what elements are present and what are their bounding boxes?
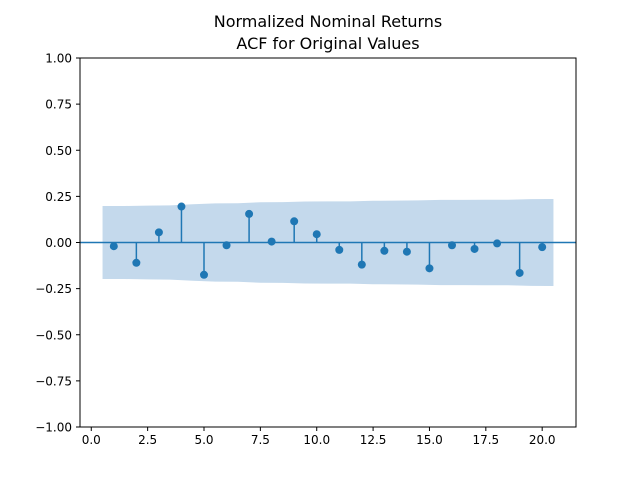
x-tick-label: 2.5 [138,433,157,447]
stem-marker-lag-1 [109,242,118,251]
stem-marker-lag-15 [425,264,434,273]
x-tick-label: 20.0 [529,433,556,447]
y-tick-label: 0.50 [45,144,72,158]
y-tick-label: 0.00 [45,236,72,250]
stem-marker-lag-7 [245,209,254,218]
stem-marker-lag-2 [132,258,141,267]
chart-title-line-1: Normalized Nominal Returns [214,12,443,31]
stem-marker-lag-8 [267,237,276,246]
stem-marker-lag-16 [448,241,456,250]
stem-marker-lag-10 [312,230,321,239]
stem-marker-lag-11 [335,245,344,254]
stem-marker-lag-3 [154,228,163,237]
y-tick-label: −0.25 [35,282,72,296]
y-tick-label: −0.75 [35,374,72,388]
stem-marker-lag-18 [493,239,502,248]
y-tick-label: 0.25 [45,190,72,204]
x-tick-label: 17.5 [472,433,499,447]
stem-marker-lag-4 [177,202,186,211]
stem-marker-lag-14 [402,247,411,256]
x-tick-label: 12.5 [360,433,387,447]
x-tick-label: 15.0 [416,433,443,447]
y-tick-label: 1.00 [45,52,72,66]
y-tick-label: −1.00 [35,421,72,435]
x-tick-label: 7.5 [251,433,270,447]
stem-marker-lag-6 [222,241,231,250]
stem-marker-lag-19 [515,268,524,277]
stem-marker-lag-17 [470,244,479,253]
stem-marker-lag-20 [538,243,547,252]
y-tick-label: 0.75 [45,98,72,112]
y-tick-label: −0.50 [35,328,72,342]
stem-marker-lag-5 [200,270,208,279]
chart-title-line-2: ACF for Original Values [236,34,419,53]
x-tick-label: 10.0 [303,433,330,447]
stem-marker-lag-9 [290,217,299,226]
stem-marker-lag-13 [380,246,389,255]
x-tick-label: 0.0 [82,433,101,447]
stem-marker-lag-12 [357,260,366,269]
x-tick-label: 5.0 [194,433,213,447]
plot-area: 0.0 2.5 5.0 7.5 10.0 12.5 15.0 17.5 20.0 1.00 0.75… [35,52,577,447]
